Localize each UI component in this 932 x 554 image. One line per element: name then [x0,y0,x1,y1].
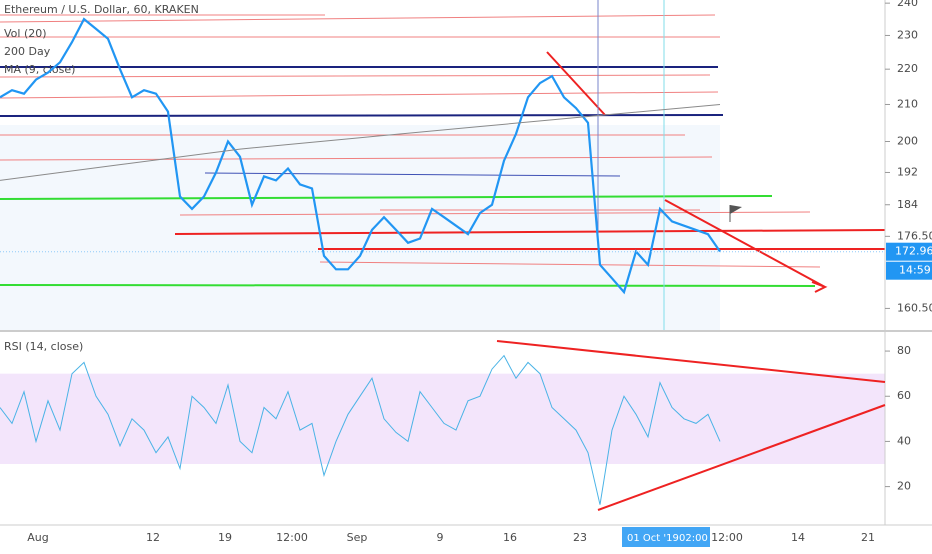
area-fill [0,125,720,330]
crosshair-label: 02:00 [679,533,708,544]
y-tick-label: 160.50 [897,301,932,314]
rsi-drawings [496,340,886,511]
countdown-box [886,261,932,280]
countdown-label: 14:59 [899,264,931,277]
series-line [0,17,721,295]
y-tick-label: 60 [897,389,911,402]
x-tick-label: Aug [27,531,48,544]
y-tick-label: 184 [897,198,918,211]
y-tick-label: 40 [897,434,911,447]
x-tick-label: Sep [347,531,368,544]
chart-title: Ethereum / U.S. Dollar, 60, KRAKEN [4,3,199,16]
x-tick-label: 9 [437,531,444,544]
y-tick-label: 200 [897,134,918,147]
indicator-label: MA (9, close) [4,63,75,76]
y-tick-label: 20 [897,480,911,493]
x-tick-label: 12 [146,531,160,544]
y-tick-label: 176.50 [897,229,932,242]
rsi-band [0,373,885,465]
x-tick-label: 23 [573,531,587,544]
y-tick-label: 240 [897,0,918,9]
crosshair-label: 01 Oct '19 [627,533,679,544]
indicator-label: 200 Day [4,45,51,58]
x-tick-label: 21 [861,531,875,544]
x-tick-label: 16 [503,531,517,544]
last-price-label: 172.96 [895,245,932,258]
x-tick-label: 19 [218,531,232,544]
x-tick-label: 12:00 [276,531,308,544]
x-tick-label: 12:00 [711,531,743,544]
series-line [0,354,721,505]
y-tick-label: 210 [897,97,918,110]
rsi-title: RSI (14, close) [4,340,83,353]
y-tick-label: 192 [897,165,918,178]
y-tick-label: 80 [897,344,911,357]
series-line [0,104,721,181]
x-tick-label: 14 [791,531,805,544]
indicator-label: Vol (20) [4,27,47,40]
last-price-box [886,242,932,261]
y-tick-label: 230 [897,28,918,41]
crosshair-box [622,527,710,547]
y-tick-label: 220 [897,62,918,75]
